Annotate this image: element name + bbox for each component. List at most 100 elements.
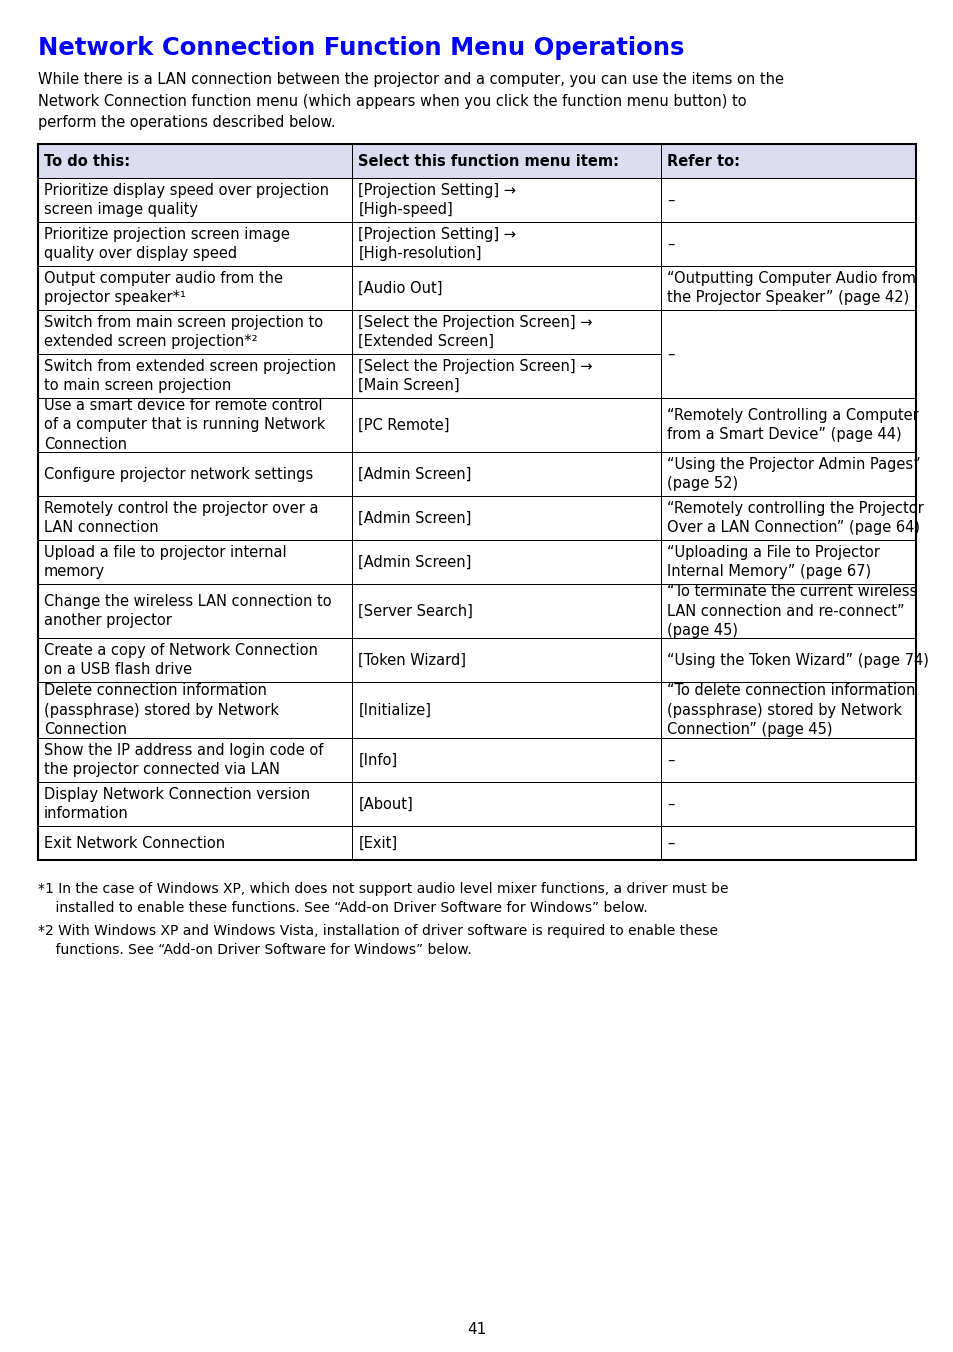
Bar [352, 826, 660, 860]
Bar [38, 496, 352, 539]
Bar [38, 145, 915, 860]
Text: “Remotely controlling the Projector
Over a LAN Connection” (page 64): “Remotely controlling the Projector Over… [667, 500, 923, 535]
Text: “Using the Token Wizard” (page 74): “Using the Token Wizard” (page 74) [667, 653, 928, 668]
Bar [660, 452, 915, 496]
Bar [660, 310, 915, 397]
Text: “Using the Projector Admin Pages”
(page 52): “Using the Projector Admin Pages” (page … [667, 457, 921, 491]
Text: While there is a LAN connection between the projector and a computer, you can us: While there is a LAN connection between … [38, 72, 783, 130]
Bar [352, 496, 660, 539]
Text: *1 In the case of Windows XP, which does not support audio level mixer functions: *1 In the case of Windows XP, which does… [38, 882, 728, 915]
Bar [38, 681, 352, 738]
Text: Prioritize projection screen image
quality over display speed: Prioritize projection screen image quali… [44, 227, 290, 261]
Bar [38, 738, 352, 781]
Bar [38, 310, 352, 354]
Text: To do this:: To do this: [44, 154, 130, 169]
Text: [Server Search]: [Server Search] [358, 603, 473, 618]
Bar [352, 781, 660, 826]
Bar [660, 178, 915, 222]
Bar [660, 145, 915, 178]
Text: [Projection Setting] →
[High-speed]: [Projection Setting] → [High-speed] [358, 183, 516, 218]
Text: *2 With Windows XP and Windows Vista, installation of driver software is require: *2 With Windows XP and Windows Vista, in… [38, 923, 718, 957]
Bar [660, 738, 915, 781]
Text: Refer to:: Refer to: [667, 154, 740, 169]
Text: Switch from extended screen projection
to main screen projection: Switch from extended screen projection t… [44, 358, 335, 393]
Text: –: – [667, 237, 674, 251]
Text: [About]: [About] [358, 796, 413, 811]
Text: Display Network Connection version
information: Display Network Connection version infor… [44, 787, 310, 821]
Text: [Exit]: [Exit] [358, 836, 397, 850]
Text: Output computer audio from the
projector speaker*¹: Output computer audio from the projector… [44, 270, 283, 306]
Text: “Uploading a File to Projector
Internal Memory” (page 67): “Uploading a File to Projector Internal … [667, 545, 880, 579]
Bar [352, 354, 660, 397]
Text: Select this function menu item:: Select this function menu item: [358, 154, 618, 169]
Bar [352, 584, 660, 638]
Bar [38, 145, 352, 178]
Bar [38, 397, 352, 452]
Text: “To terminate the current wireless
LAN connection and re-connect”
(page 45): “To terminate the current wireless LAN c… [667, 584, 917, 638]
Text: Use a smart device for remote control
of a computer that is running Network
Conn: Use a smart device for remote control of… [44, 399, 325, 452]
Text: –: – [667, 836, 674, 850]
Bar [38, 584, 352, 638]
Text: [Projection Setting] →
[High-resolution]: [Projection Setting] → [High-resolution] [358, 227, 516, 261]
Text: –: – [667, 346, 674, 361]
Bar [352, 310, 660, 354]
Text: Switch from main screen projection to
extended screen projection*²: Switch from main screen projection to ex… [44, 315, 323, 349]
Text: [PC Remote]: [PC Remote] [358, 418, 450, 433]
Text: Network Connection Function Menu Operations: Network Connection Function Menu Operati… [38, 37, 683, 59]
Bar [660, 496, 915, 539]
Bar [38, 178, 352, 222]
Bar [352, 738, 660, 781]
Bar [352, 681, 660, 738]
Text: 41: 41 [467, 1322, 486, 1337]
Bar [38, 266, 352, 310]
Bar [660, 539, 915, 584]
Text: Exit Network Connection: Exit Network Connection [44, 836, 225, 850]
Text: Prioritize display speed over projection
screen image quality: Prioritize display speed over projection… [44, 183, 329, 218]
Bar [660, 826, 915, 860]
Text: Configure projector network settings: Configure projector network settings [44, 466, 313, 481]
Text: “To delete connection information
(passphrase) stored by Network
Connection” (pa: “To delete connection information (passp… [667, 683, 915, 737]
Bar [38, 826, 352, 860]
Bar [38, 452, 352, 496]
Bar [38, 539, 352, 584]
Bar [660, 266, 915, 310]
Text: Remotely control the projector over a
LAN connection: Remotely control the projector over a LA… [44, 500, 318, 535]
Text: [Admin Screen]: [Admin Screen] [358, 511, 471, 526]
Bar [660, 638, 915, 681]
Bar [38, 781, 352, 826]
Bar [352, 539, 660, 584]
Text: “Outputting Computer Audio from
the Projector Speaker” (page 42): “Outputting Computer Audio from the Proj… [667, 270, 916, 306]
Text: Show the IP address and login code of
the projector connected via LAN: Show the IP address and login code of th… [44, 742, 323, 777]
Bar [352, 145, 660, 178]
Bar [352, 266, 660, 310]
Bar [352, 452, 660, 496]
Text: [Admin Screen]: [Admin Screen] [358, 466, 471, 481]
Text: Upload a file to projector internal
memory: Upload a file to projector internal memo… [44, 545, 286, 579]
Text: [Select the Projection Screen] →
[Extended Screen]: [Select the Projection Screen] → [Extend… [358, 315, 592, 349]
Bar [352, 222, 660, 266]
Bar [660, 781, 915, 826]
Text: [Audio Out]: [Audio Out] [358, 280, 442, 296]
Bar [38, 354, 352, 397]
Text: [Admin Screen]: [Admin Screen] [358, 554, 471, 569]
Bar [38, 222, 352, 266]
Bar [352, 178, 660, 222]
Text: [Initialize]: [Initialize] [358, 703, 431, 718]
Bar [38, 638, 352, 681]
Text: “Remotely Controlling a Computer
from a Smart Device” (page 44): “Remotely Controlling a Computer from a … [667, 408, 918, 442]
Text: [Select the Projection Screen] →
[Main Screen]: [Select the Projection Screen] → [Main S… [358, 358, 592, 393]
Bar [660, 397, 915, 452]
Bar [660, 681, 915, 738]
Text: –: – [667, 192, 674, 207]
Text: Delete connection information
(passphrase) stored by Network
Connection: Delete connection information (passphras… [44, 683, 278, 737]
Text: Create a copy of Network Connection
on a USB flash drive: Create a copy of Network Connection on a… [44, 644, 317, 677]
Text: –: – [667, 753, 674, 768]
Bar [352, 638, 660, 681]
Text: –: – [667, 796, 674, 811]
Bar [660, 584, 915, 638]
Bar [660, 222, 915, 266]
Bar [352, 397, 660, 452]
Text: [Info]: [Info] [358, 753, 397, 768]
Text: Change the wireless LAN connection to
another projector: Change the wireless LAN connection to an… [44, 594, 332, 629]
Text: [Token Wizard]: [Token Wizard] [358, 653, 466, 668]
